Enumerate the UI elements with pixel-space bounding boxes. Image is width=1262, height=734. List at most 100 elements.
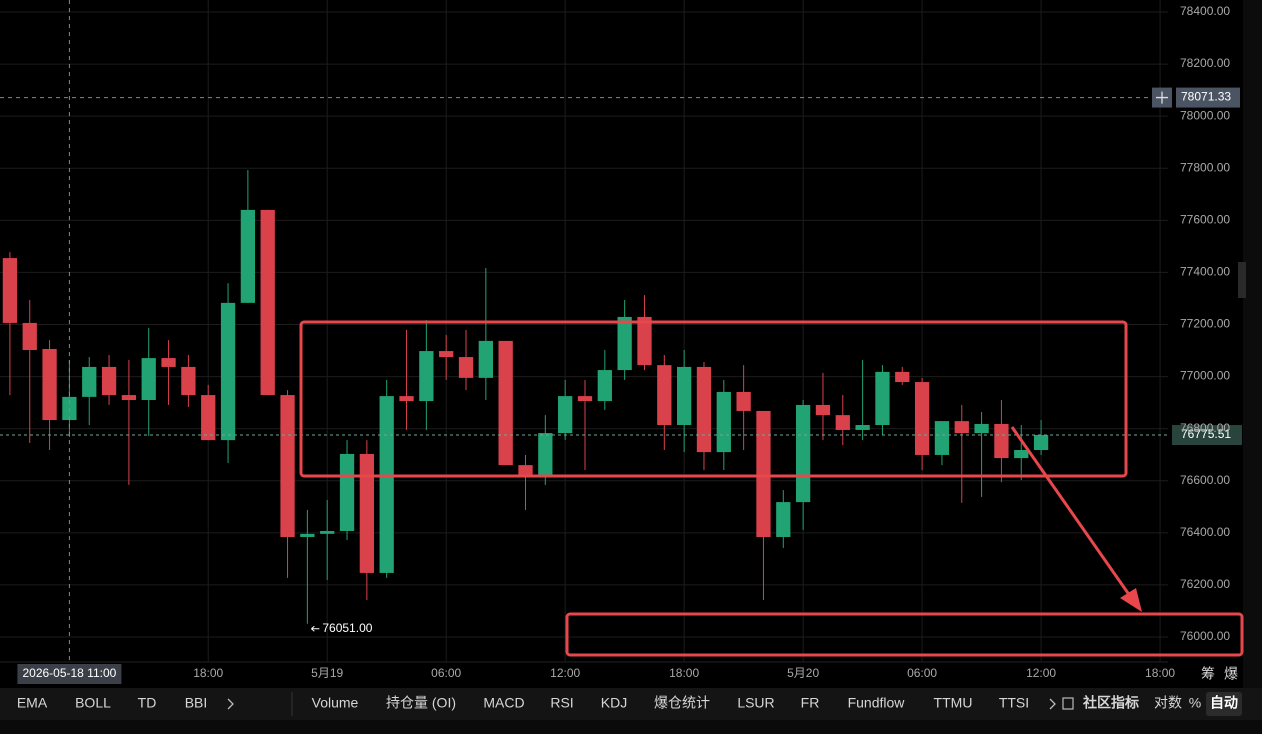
indicator-tab[interactable]: 持仓量 (OI) [386,695,456,711]
candle-body [359,453,374,573]
candle-body [954,421,969,434]
candle-body [657,365,672,426]
y-tick-label: 76400.00 [1180,525,1230,539]
crosshair-price-bg [1176,87,1240,108]
candle-body [756,410,771,537]
candle-body [558,396,573,434]
candle-body [934,421,950,455]
side-panel [1243,0,1262,688]
candle-body [240,209,256,303]
grid-layer [0,0,1168,662]
candle-body [518,465,533,477]
candle-body [795,404,811,503]
x-tick-label: 12:00 [1026,666,1056,680]
candle-body [22,322,37,351]
annotation-arrow [1010,426,1132,597]
indicator-tab[interactable]: RSI [550,695,573,711]
candle-body [855,425,870,430]
crosshair-price: 78071.33 [1181,90,1231,104]
candle-body [399,396,414,402]
more-chevron[interactable] [1049,698,1056,710]
candle-body [696,366,712,453]
candle-body [181,366,196,396]
candle-body [42,348,57,421]
candle-body [637,316,652,366]
indicator-tab[interactable]: EMA [17,695,48,711]
x-tick-label: 18:00 [669,666,699,680]
candle-body [974,423,989,434]
indicator-tab[interactable]: BBI [185,695,208,711]
indicator-tab[interactable]: BOLL [75,695,111,711]
candle-body [815,404,831,416]
edit-icon[interactable] [1062,697,1074,710]
candle-body [82,366,97,397]
x-tick-label: 12:00 [550,666,580,680]
candle-body [1033,435,1049,451]
indicator-tab[interactable]: Volume [312,695,359,711]
indicator-tab[interactable]: MACD [483,695,524,711]
candle-body [141,358,156,401]
candle-body [478,340,493,378]
y-tick-label: 78000.00 [1180,108,1230,122]
candle-body [300,533,315,537]
x-tick-label: 06:00 [431,666,461,680]
crosshair-time: 2026-05-18 11:00 [22,666,116,680]
indicator-tab[interactable]: KDJ [601,695,627,711]
community-indicators[interactable]: 社区指标 [1082,695,1139,711]
indicator-tab[interactable]: 爆仓统计 [654,695,710,711]
status-bar [0,720,1262,734]
candle-body [617,316,632,371]
y-tick-label: 77800.00 [1180,160,1230,174]
y-tick-label: 76600.00 [1180,473,1230,487]
scale-option[interactable]: 自动 [1210,695,1238,711]
scale-option[interactable]: % [1189,695,1201,711]
low-marker-label: 76051.00 [322,621,372,635]
scale-option[interactable]: 对数 [1154,695,1182,711]
indicator-tab[interactable]: TD [138,695,157,711]
candle-body [379,396,394,573]
y-tick-label: 77600.00 [1180,212,1230,226]
x-tick-label: 06:00 [907,666,937,680]
annotation-arrowhead [1120,588,1142,612]
candle-body [220,302,236,441]
auto-button-bg [1206,692,1242,716]
candle-body [835,415,850,430]
candle-body [677,366,692,426]
candle-body [101,366,117,396]
side-tab[interactable]: 筹 [1201,666,1215,682]
y-tick-label: 78400.00 [1180,4,1230,18]
indicator-tab[interactable]: TTSI [999,695,1029,711]
candle-body [458,357,474,378]
candle-body [577,396,593,402]
annotation-box [565,612,1244,657]
indicator-tab[interactable]: TTMU [934,695,973,711]
y-tick-label: 76800.00 [1180,421,1230,435]
candle-body [776,502,791,537]
candle-body [2,258,18,323]
annotation-box [299,320,1128,478]
toolbar [0,688,1262,720]
indicator-tab[interactable]: FR [801,695,820,711]
y-tick-label: 78200.00 [1180,56,1230,70]
candle-body [439,351,454,358]
side-tab[interactable]: 爆 [1224,666,1238,682]
candle-body [121,395,137,401]
candle-body [895,371,910,383]
candle-body [736,391,751,411]
candle-body [201,395,216,441]
y-tick-label: 77200.00 [1180,317,1230,331]
indicator-tab[interactable]: Fundflow [848,695,906,711]
overlay-layer: 78071.33 2026-05-18 11:00 76775.51 76051.00 [0,0,1242,684]
y-tick-label: 76000.00 [1180,629,1230,643]
candle-body [339,453,355,532]
more-chevron[interactable] [227,698,234,710]
last-price-label: 76775.51 [1181,427,1231,441]
indicator-tab[interactable]: LSUR [737,695,774,711]
x-tick-label: 18:00 [1145,666,1175,680]
side-handle[interactable] [1238,262,1246,298]
candle-body [716,391,731,453]
candles-layer [2,170,1049,624]
candle-body [498,340,513,466]
